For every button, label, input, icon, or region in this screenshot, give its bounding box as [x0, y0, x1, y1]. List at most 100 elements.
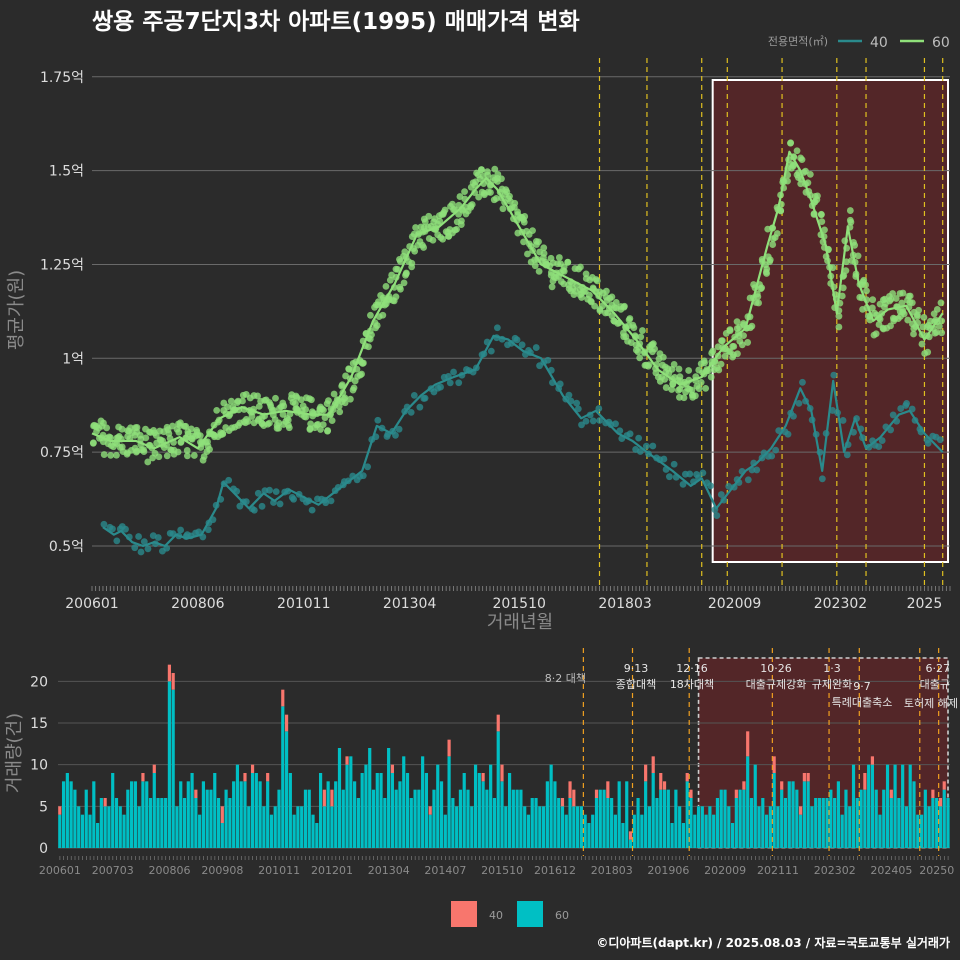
data-point: [535, 238, 542, 246]
data-point: [592, 276, 600, 283]
data-point: [688, 386, 696, 394]
data-point: [446, 379, 454, 387]
data-point: [280, 402, 288, 410]
bar-60: [787, 781, 791, 848]
bar-60: [576, 806, 580, 848]
bar-60: [398, 781, 402, 848]
bar-60: [258, 781, 262, 848]
bar-60: [942, 789, 946, 848]
data-point: [484, 171, 492, 179]
volume-x-tick-label: 201803: [591, 864, 633, 877]
bar-60: [364, 764, 368, 848]
data-point: [258, 502, 266, 510]
bar-60: [534, 798, 538, 848]
bar-60: [594, 798, 599, 848]
bar-40: [152, 764, 156, 773]
data-point: [799, 378, 806, 386]
data-point: [636, 354, 644, 362]
bar-60: [640, 814, 644, 848]
bar-40: [560, 798, 565, 807]
bar-40: [447, 739, 451, 757]
data-point: [506, 192, 513, 200]
data-point: [591, 302, 599, 310]
data-point: [636, 448, 644, 455]
data-point: [464, 207, 472, 215]
data-point: [921, 350, 929, 357]
bar-60: [228, 798, 232, 848]
data-point: [491, 165, 499, 173]
bar-60: [912, 781, 916, 848]
bar-60: [496, 731, 500, 848]
data-point: [626, 430, 634, 438]
bar-40: [572, 789, 576, 807]
bar-40: [481, 773, 485, 782]
bar-60: [746, 756, 750, 848]
volume-y-tick-label: 5: [39, 799, 48, 815]
data-point: [771, 234, 779, 241]
data-point: [254, 392, 261, 400]
volume-x-tick-label: 20250: [919, 864, 954, 877]
data-point: [535, 268, 543, 275]
bar-60: [413, 789, 417, 848]
bar-60: [220, 823, 224, 848]
data-point: [645, 361, 653, 369]
bar-60: [538, 806, 542, 848]
data-point: [109, 525, 116, 533]
bar-60: [870, 764, 875, 848]
data-point: [903, 400, 910, 407]
data-point: [784, 177, 791, 185]
bar-60: [485, 789, 489, 848]
bar-60: [753, 764, 757, 848]
policy-annotation: 종합대책: [616, 678, 656, 691]
data-point: [336, 408, 344, 416]
data-point: [142, 434, 150, 442]
volume-x-tick-label: 202302: [814, 864, 856, 877]
bar-60: [727, 806, 731, 848]
bar-40: [746, 731, 750, 757]
data-point: [133, 424, 141, 431]
data-point: [508, 204, 516, 212]
data-point: [330, 390, 338, 398]
data-point: [790, 412, 797, 420]
bar-60: [723, 789, 727, 848]
data-point: [626, 315, 634, 322]
bar-40: [266, 773, 270, 782]
policy-annotation: 18차대책: [670, 678, 714, 691]
bar-60: [848, 806, 852, 848]
bar-60: [715, 798, 720, 848]
bar-40: [651, 756, 655, 773]
volume-x-tick-label: 201906: [647, 864, 689, 877]
data-point: [574, 405, 582, 413]
data-point: [637, 333, 645, 341]
bar-60: [772, 773, 776, 848]
bar-60: [598, 789, 602, 848]
data-point: [839, 284, 847, 292]
data-point: [532, 344, 540, 351]
bar-60: [334, 781, 338, 848]
data-point: [448, 200, 456, 208]
volume-x-tick-label: 200908: [201, 864, 243, 877]
y-tick-label: 1.5억: [49, 164, 84, 180]
bar-60: [878, 814, 882, 848]
bar-60: [84, 789, 88, 848]
data-point: [670, 361, 678, 368]
data-point: [439, 210, 447, 218]
data-point: [814, 192, 821, 200]
bar-60: [901, 764, 905, 848]
volume-y-tick-label: 10: [30, 758, 48, 774]
bar-60: [923, 789, 927, 848]
bar-60: [632, 814, 636, 848]
bar-60: [749, 798, 754, 848]
bar-60: [428, 814, 432, 848]
bar-60: [919, 814, 924, 848]
bar-60: [250, 773, 255, 848]
data-point: [897, 405, 905, 412]
bar-60: [511, 789, 515, 848]
data-point: [854, 252, 862, 260]
bar-40: [799, 806, 803, 815]
data-point: [113, 537, 121, 545]
data-point: [862, 281, 870, 289]
bar-60: [678, 806, 682, 848]
data-point: [290, 495, 298, 503]
bar-60: [519, 789, 523, 848]
